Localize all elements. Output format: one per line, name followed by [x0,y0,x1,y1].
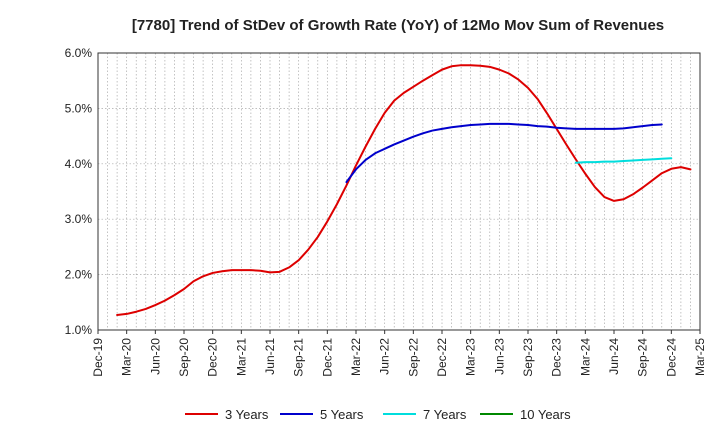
y-tick-label: 4.0% [65,157,93,171]
y-tick-label: 5.0% [65,101,93,115]
x-tick-label: Jun-24 [607,338,621,375]
x-tick-label: Jun-23 [492,338,506,375]
x-tick-label: Dec-23 [550,338,564,377]
x-tick-label: Dec-21 [320,338,334,377]
x-tick-label: Dec-19 [91,338,105,377]
x-tick-label: Sep-23 [521,338,535,377]
x-tick-label: Dec-24 [664,338,678,377]
y-tick-label: 2.0% [65,268,93,282]
legend-label-7-years: 7 Years [423,407,467,422]
x-tick-label: Jun-22 [378,338,392,375]
x-tick-label: Mar-24 [578,338,592,376]
plot-area [98,53,700,330]
x-tick-label: Mar-20 [120,338,134,376]
x-tick-label: Sep-22 [406,338,420,377]
x-tick-label: Sep-20 [177,338,191,377]
series-line-7-years [574,157,673,164]
x-tick-label: Sep-24 [636,338,650,377]
legend-label-5-years: 5 Years [320,407,364,422]
series-line-5-years [345,122,663,184]
x-tick-label: Dec-20 [206,338,220,377]
x-tick-label: Mar-23 [464,338,478,376]
x-tick-label: Mar-21 [234,338,248,376]
x-tick-label: Jun-20 [148,338,162,375]
x-tick-label: Sep-21 [292,338,306,377]
series-line-3-years [116,64,692,317]
y-tick-label: 6.0% [65,46,93,60]
plot-frame [97,52,701,331]
legend-label-10-years: 10 Years [520,407,571,422]
x-tick-label: Mar-25 [693,338,707,376]
x-tick-label: Jun-21 [263,338,277,375]
legend-label-3-years: 3 Years [225,407,269,422]
x-tick-label: Mar-22 [349,338,363,376]
chart-title: [7780] Trend of StDev of Growth Rate (Yo… [132,17,664,34]
x-tick-label: Dec-22 [435,338,449,377]
y-tick-label: 3.0% [65,212,93,226]
y-tick-label: 1.0% [65,323,93,337]
